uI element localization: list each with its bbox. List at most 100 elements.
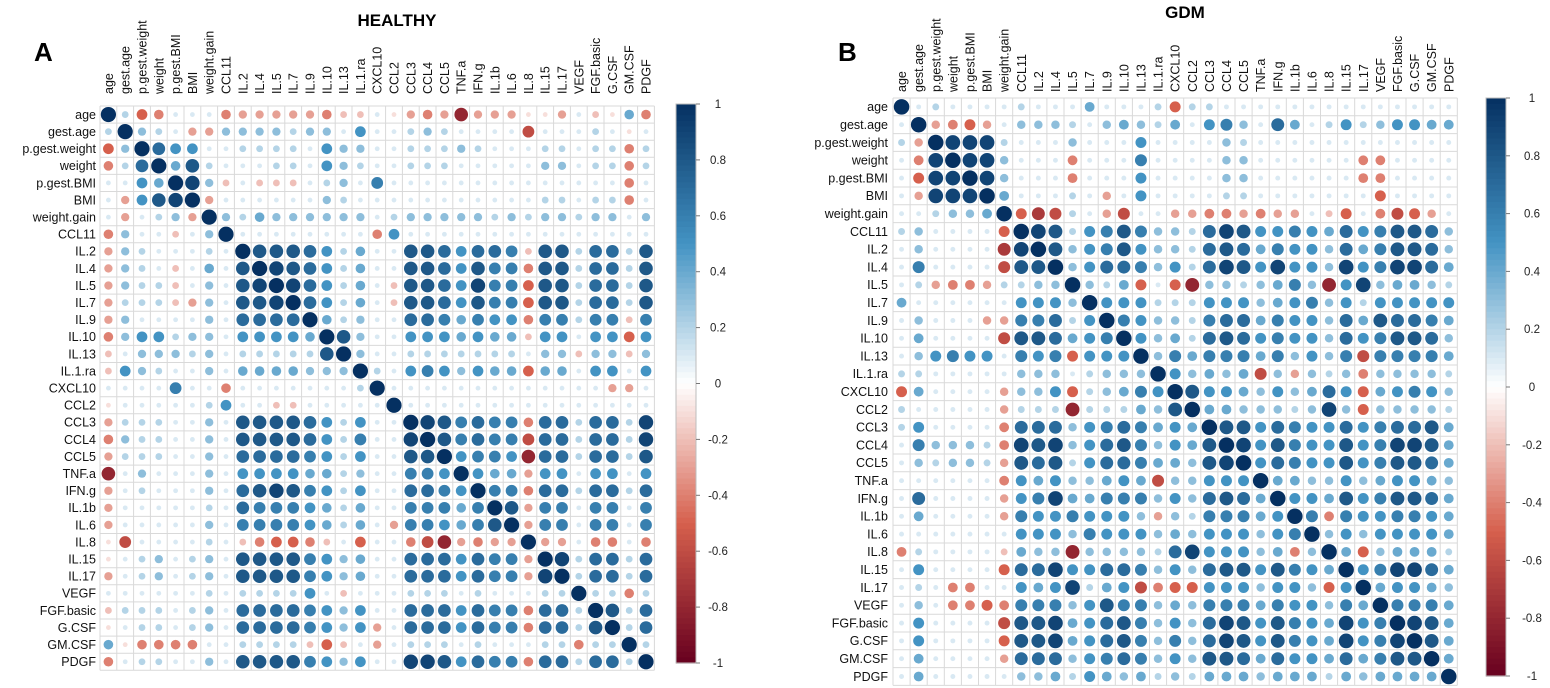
corr-circle-CCL3-IL.17 <box>1357 421 1369 433</box>
corr-circle-IL.9-age <box>899 318 904 323</box>
colorbar-segment <box>1486 132 1506 140</box>
colorbar-segment <box>1486 473 1506 481</box>
corr-circle-IL.4-GM.CSF <box>625 265 633 272</box>
column-label: IL.8 <box>1323 71 1337 92</box>
corr-circle-gest.age-IL.13 <box>341 129 346 135</box>
corr-circle-TNF.a-IL.2 <box>237 468 249 480</box>
corr-circle-IL.6-CCL2 <box>1188 529 1197 539</box>
corr-circle-IL.6-G.CSF <box>606 519 619 531</box>
corr-circle-IL.8-IL.5 <box>271 536 282 548</box>
colorbar-segment <box>1486 259 1506 267</box>
colorbar-segment <box>1486 202 1506 209</box>
corr-circle-VEGF-IL.10 <box>324 590 330 596</box>
corr-circle-IL.7-gest.age <box>121 299 129 307</box>
corr-circle-IL.17-p.gest.weight <box>933 585 939 590</box>
corr-circle-FGF.basic-weight.gain <box>205 606 214 615</box>
corr-circle-IL.10-IL.13 <box>1135 332 1147 344</box>
corr-circle-p.gest.BMI-IL.4 <box>1053 175 1058 181</box>
corr-circle-FGF.basic-IFN.g <box>471 604 485 617</box>
corr-circle-IL.4-CCL3 <box>1202 260 1216 274</box>
corr-circle-IL.5-weight <box>155 282 163 289</box>
corr-circle-TNF.a-IL.13 <box>1136 475 1146 486</box>
corr-circle-IFN.g-IL.1b <box>488 484 501 497</box>
corr-circle-IL.8-p.gest.BMI <box>173 539 179 545</box>
corr-circle-IL.15-IL.4 <box>252 552 267 566</box>
colorbar-segment <box>676 517 696 524</box>
corr-circle-CCL11-IL.15 <box>1339 225 1353 238</box>
corr-circle-PDGF-GM.CSF <box>625 658 633 666</box>
corr-circle-BMI-IL.7 <box>290 197 296 203</box>
corr-circle-GM.CSF-IL.2 <box>239 641 247 649</box>
corr-circle-TNF.a-CCL3 <box>404 467 417 480</box>
corr-circle-CCL2-PDGF <box>1445 406 1453 413</box>
corr-circle-FGF.basic-IL.17 <box>555 604 569 617</box>
corr-circle-IL.5-p.gest.weight <box>931 280 940 290</box>
corr-circle-CCL5-p.gest.BMI <box>173 454 179 459</box>
corr-circle-VEGF-CXCL10 <box>1170 600 1181 611</box>
corr-circle-IFN.g-IL.13 <box>340 487 347 495</box>
corr-circle-gest.age-FGF.basic <box>1391 119 1403 131</box>
corr-circle-IL.7-IFN.g <box>471 295 485 310</box>
colorbar-segment <box>1486 155 1506 163</box>
corr-circle-IL.8-CXCL10 <box>1168 545 1182 559</box>
corr-circle-IL.7-weight.gain <box>1001 300 1007 306</box>
corr-circle-p.gest.BMI-CCL2 <box>391 180 397 186</box>
corr-circle-IL.13-p.gest.BMI <box>171 349 180 359</box>
corr-circle-CCL3-p.gest.BMI <box>173 419 179 425</box>
corr-circle-p.gest.BMI-IL.1b <box>492 180 498 186</box>
corr-circle-CCL2-CCL11 <box>1017 406 1025 413</box>
corr-circle-CCL5-CCL5 <box>436 448 452 465</box>
corr-circle-VEGF-CCL2 <box>1188 601 1197 610</box>
corr-circle-age-CXCL10 <box>1169 101 1181 113</box>
corr-circle-G.CSF-TNF.a <box>455 622 467 633</box>
corr-circle-IL.8-IL.2 <box>239 538 247 546</box>
corr-circle-CCL2-TNF.a <box>458 402 464 408</box>
row-label: IL.8 <box>867 545 888 559</box>
corr-circle-TNF.a-BMI <box>190 471 195 477</box>
corr-circle-CCL11-CXCL10 <box>1170 227 1180 236</box>
corr-circle-p.gest.weight-IL.2 <box>1035 140 1041 145</box>
corr-circle-VEGF-TNF.a <box>1255 600 1266 611</box>
corr-circle-IL.9-gest.age <box>121 315 130 324</box>
corr-circle-p.gest.BMI-VEGF <box>576 180 582 186</box>
corr-circle-IL.1.ra-IL.1.ra <box>1150 366 1166 382</box>
corr-circle-weight.gain-IL.15 <box>541 212 550 222</box>
corr-circle-IFN.g-IFN.g <box>1270 490 1286 507</box>
corr-circle-IL.6-gest.age <box>122 522 128 528</box>
corr-circle-age-IL.13 <box>1138 104 1144 110</box>
corr-circle-CCL2-IL.9 <box>307 402 313 408</box>
corr-circle-CCL5-IL.2 <box>1031 456 1045 470</box>
corr-circle-CCL2-BMI <box>984 407 990 412</box>
corr-circle-PDGF-IL.2 <box>1034 672 1043 681</box>
corr-circle-CCL11-BMI <box>984 229 990 234</box>
corr-circle-PDGF-CCL2 <box>1188 673 1196 680</box>
corr-circle-weight-CCL11 <box>223 163 229 169</box>
corr-circle-PDGF-IL.17 <box>1359 672 1368 681</box>
corr-circle-weight.gain-CCL4 <box>1221 208 1232 219</box>
corr-circle-weight.gain-PDGF <box>1446 211 1452 217</box>
panel-b-row-labels: agegest.agep.gest.weightweightp.gest.BMI… <box>814 100 888 684</box>
corr-circle-VEGF-BMI <box>190 590 195 596</box>
corr-circle-CXCL10-gest.age <box>913 386 924 397</box>
corr-circle-IL.9-CCL11 <box>223 317 229 323</box>
corr-circle-CCL4-CCL11 <box>1013 437 1029 453</box>
corr-circle-FGF.basic-IL.9 <box>304 604 316 617</box>
corr-circle-weight-IL.1b <box>492 163 498 169</box>
corr-circle-IL.7-weight.gain <box>205 298 214 307</box>
corr-circle-weight-IL.13 <box>1134 154 1147 167</box>
corr-circle-IL.9-BMI <box>982 316 992 325</box>
corr-circle-IL.15-IL.6 <box>505 553 518 566</box>
corr-circle-G.CSF-IL.8 <box>1324 636 1334 646</box>
corr-circle-IL.5-IL.10 <box>1118 280 1129 290</box>
corr-circle-CCL11-IL.10 <box>324 231 330 237</box>
corr-circle-GM.CSF-IL.2 <box>1031 652 1045 666</box>
corr-circle-CCL11-IL.1b <box>1288 225 1301 238</box>
corr-circle-age-IL.1b <box>490 110 499 119</box>
corr-circle-IL.2-weight <box>156 248 162 254</box>
colorbar-segment <box>1486 381 1506 388</box>
corr-circle-TNF.a-IL.5 <box>1068 476 1077 485</box>
corr-circle-p.gest.weight-FGF.basic <box>1395 140 1400 145</box>
column-label: CCL3 <box>1203 60 1217 92</box>
column-label: CCL2 <box>388 62 402 94</box>
corr-circle-IL.5-IL.5 <box>268 277 284 294</box>
